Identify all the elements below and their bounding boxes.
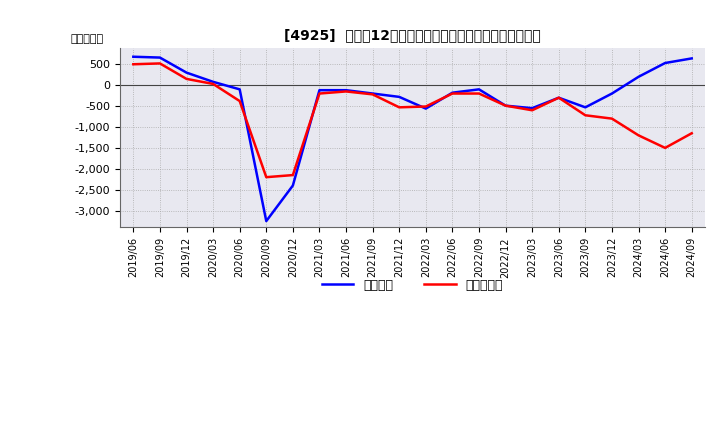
Text: （百万円）: （百万円） xyxy=(71,34,104,44)
当期純利益 xyxy=(421,104,430,109)
経常利益 xyxy=(262,218,271,224)
当期純利益 xyxy=(581,113,590,118)
経常利益 xyxy=(182,70,191,75)
経常利益 xyxy=(501,103,510,108)
Line: 経常利益: 経常利益 xyxy=(133,57,692,221)
当期純利益 xyxy=(528,108,536,113)
当期純利益 xyxy=(315,91,324,96)
経常利益 xyxy=(581,105,590,110)
当期純利益 xyxy=(688,131,696,136)
経常利益 xyxy=(395,94,403,99)
Title: [4925]  利益の12か月移動合計の対前年同期増減額の推移: [4925] 利益の12か月移動合計の対前年同期増減額の推移 xyxy=(284,28,541,42)
経常利益 xyxy=(634,74,643,80)
経常利益 xyxy=(156,55,164,60)
当期純利益 xyxy=(448,91,456,96)
経常利益 xyxy=(315,88,324,93)
経常利益 xyxy=(688,56,696,61)
経常利益 xyxy=(474,87,483,92)
経常利益 xyxy=(528,106,536,111)
当期純利益 xyxy=(129,62,138,67)
当期純利益 xyxy=(608,116,616,121)
経常利益 xyxy=(661,60,670,66)
当期純利益 xyxy=(235,99,244,104)
経常利益 xyxy=(369,91,377,96)
経常利益 xyxy=(608,91,616,96)
当期純利益 xyxy=(209,81,217,87)
経常利益 xyxy=(342,88,351,93)
当期純利益 xyxy=(156,61,164,66)
当期純利益 xyxy=(661,145,670,150)
当期純利益 xyxy=(289,172,297,178)
当期純利益 xyxy=(501,103,510,108)
当期純利益 xyxy=(262,175,271,180)
当期純利益 xyxy=(395,105,403,110)
経常利益 xyxy=(235,87,244,92)
経常利益 xyxy=(289,183,297,188)
経常利益 xyxy=(129,54,138,59)
当期純利益 xyxy=(369,92,377,97)
Legend: 経常利益, 当期純利益: 経常利益, 当期純利益 xyxy=(317,274,508,297)
経常利益 xyxy=(554,95,563,100)
当期純利益 xyxy=(634,133,643,138)
経常利益 xyxy=(421,106,430,111)
Line: 当期純利益: 当期純利益 xyxy=(133,63,692,177)
当期純利益 xyxy=(554,95,563,100)
当期純利益 xyxy=(342,89,351,94)
当期純利益 xyxy=(474,91,483,96)
経常利益 xyxy=(448,90,456,95)
当期純利益 xyxy=(182,76,191,81)
経常利益 xyxy=(209,79,217,84)
